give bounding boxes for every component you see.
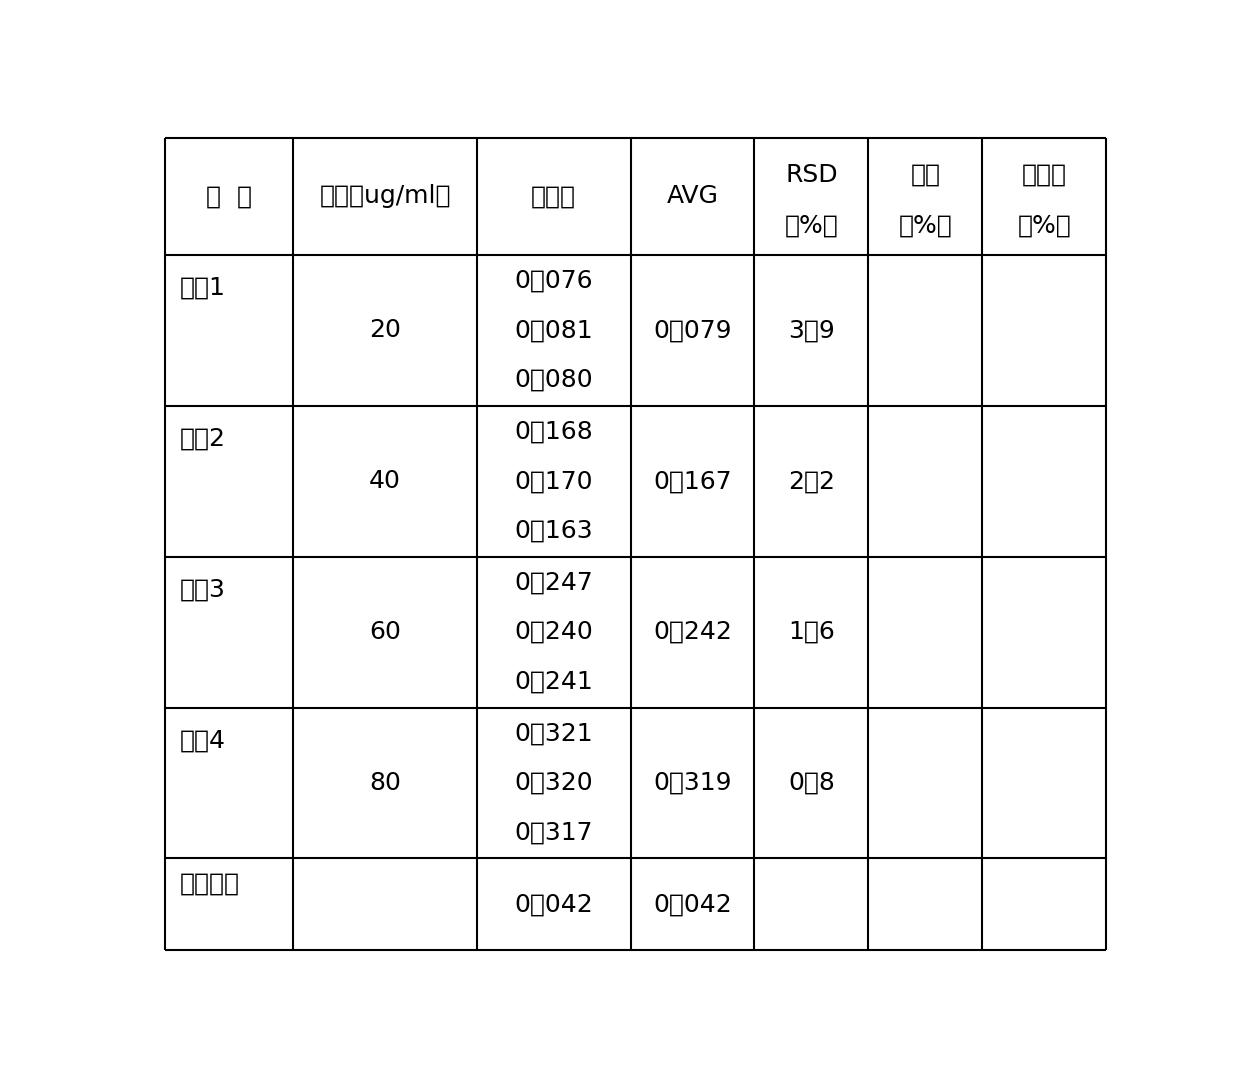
Text: 3．9: 3．9 bbox=[789, 319, 835, 342]
Text: （%）: （%） bbox=[785, 213, 838, 238]
Text: 0．241: 0．241 bbox=[515, 670, 593, 694]
Text: 20: 20 bbox=[370, 319, 401, 342]
Text: 80: 80 bbox=[370, 771, 401, 795]
Text: 0．247: 0．247 bbox=[515, 571, 593, 595]
Text: 0．079: 0．079 bbox=[653, 319, 732, 342]
Text: 浓度（ug/ml）: 浓度（ug/ml） bbox=[320, 184, 451, 208]
Text: 0．076: 0．076 bbox=[515, 268, 593, 293]
Text: 0．320: 0．320 bbox=[515, 771, 593, 795]
Text: 结果: 结果 bbox=[910, 163, 940, 187]
Text: 1．6: 1．6 bbox=[789, 620, 835, 644]
Text: （%）: （%） bbox=[1018, 213, 1071, 238]
Text: 标样4: 标样4 bbox=[180, 729, 226, 753]
Text: 标样1: 标样1 bbox=[180, 276, 226, 299]
Text: 0．242: 0．242 bbox=[653, 620, 732, 644]
Text: 实际值: 实际值 bbox=[1022, 163, 1066, 187]
Text: 0．317: 0．317 bbox=[515, 821, 593, 844]
Text: RSD: RSD bbox=[785, 163, 838, 187]
Text: 60: 60 bbox=[370, 620, 401, 644]
Text: 0．042: 0．042 bbox=[515, 893, 593, 917]
Text: （%）: （%） bbox=[899, 213, 952, 238]
Text: 标样3: 标样3 bbox=[180, 577, 226, 602]
Text: 0．168: 0．168 bbox=[515, 419, 593, 444]
Text: 40: 40 bbox=[370, 470, 401, 493]
Text: 0．321: 0．321 bbox=[515, 722, 593, 745]
Text: 0．042: 0．042 bbox=[653, 893, 732, 917]
Text: 0．170: 0．170 bbox=[515, 470, 593, 493]
Text: 吸光度: 吸光度 bbox=[531, 184, 577, 208]
Text: 0．8: 0．8 bbox=[789, 771, 835, 795]
Text: 0．163: 0．163 bbox=[515, 519, 593, 543]
Text: 样品空白: 样品空白 bbox=[180, 871, 241, 895]
Text: AVG: AVG bbox=[667, 184, 718, 208]
Text: 0．167: 0．167 bbox=[653, 470, 732, 493]
Text: 0．319: 0．319 bbox=[653, 771, 732, 795]
Text: 0．240: 0．240 bbox=[515, 620, 593, 644]
Text: 标样2: 标样2 bbox=[180, 426, 226, 451]
Text: 2．2: 2．2 bbox=[787, 470, 835, 493]
Text: 0．080: 0．080 bbox=[515, 368, 593, 392]
Text: 名  称: 名 称 bbox=[206, 184, 252, 208]
Text: 0．081: 0．081 bbox=[515, 319, 593, 342]
